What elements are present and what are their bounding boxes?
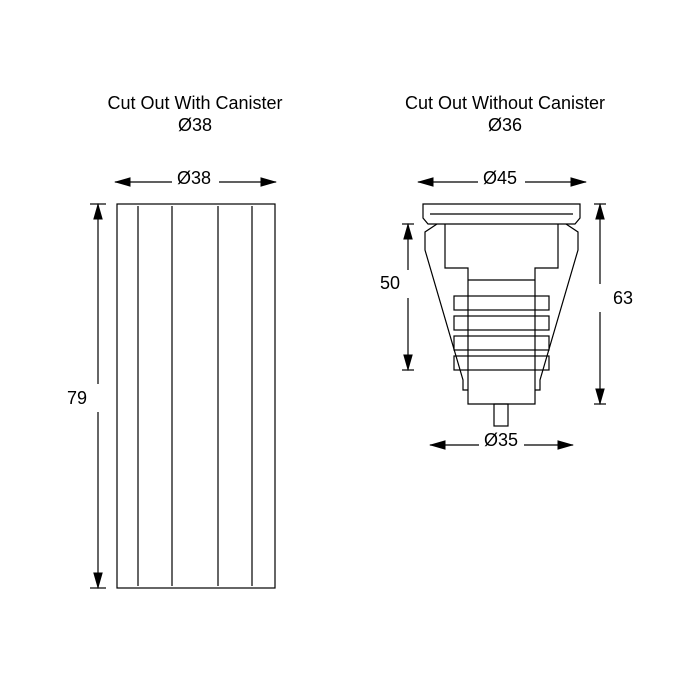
left-figure	[90, 182, 276, 588]
right-figure	[402, 182, 606, 445]
diagram-svg	[0, 0, 700, 700]
